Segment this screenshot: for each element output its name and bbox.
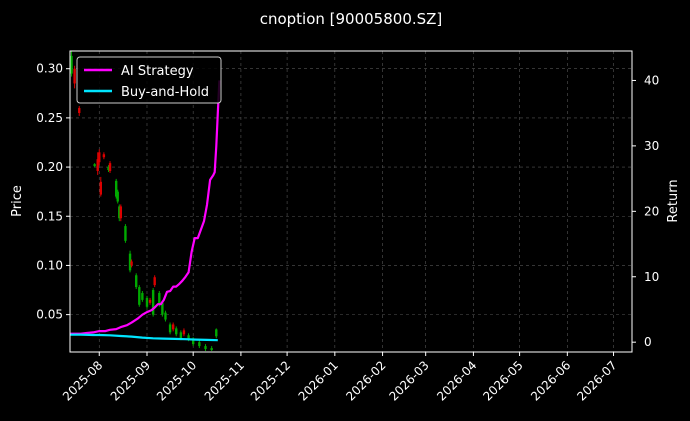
candle-body-1: [73, 68, 76, 84]
candle-body-28: [171, 324, 175, 330]
candle-body-36: [210, 348, 213, 351]
legend: AI Strategy Buy-and-Hold: [76, 56, 222, 104]
return-lines: [70, 80, 221, 342]
y-axis-label: Price: [10, 185, 25, 217]
candle-body-34: [198, 342, 201, 347]
candle-body-29: [175, 328, 178, 335]
plot-frame: [69, 50, 633, 353]
candle-body-7: [102, 154, 106, 158]
candle-body-18: [138, 287, 141, 305]
legend-box: [76, 56, 222, 104]
legend-label-ai-strategy: AI Strategy: [121, 64, 194, 79]
legend-label-buy-and-hold: Buy-and-Hold: [121, 85, 209, 100]
y2-tick-label-3: 30: [644, 139, 659, 153]
y-tick-label-1: 0.10: [36, 258, 63, 272]
candle-body-3: [93, 164, 96, 167]
series-line-ai-strategy: [70, 80, 221, 335]
candle-body-8: [107, 167, 110, 171]
y2-tick-label-0: 0: [644, 335, 652, 349]
chart-title: cnoption [90005800.SZ]: [260, 10, 443, 28]
candle-body-23: [153, 277, 156, 286]
series-line-buy-and-hold: [70, 333, 218, 342]
y2-tick-label-4: 40: [644, 73, 659, 87]
candle-body-10: [114, 180, 118, 197]
candle-body-19: [141, 292, 144, 300]
candle-body-32: [187, 335, 190, 340]
candle-body-2: [78, 108, 81, 113]
y-tick-label-5: 0.30: [36, 62, 63, 76]
candle-body-30: [179, 332, 183, 339]
candle-body-25: [161, 302, 164, 315]
candle-body-20: [145, 297, 149, 307]
left-axis: 0.05 0.10 0.15 0.20 0.25 0.30: [36, 62, 70, 322]
candle-body-14: [124, 226, 127, 241]
candle-body-33: [191, 339, 195, 345]
candle-body-24: [158, 292, 161, 305]
candle-body-26: [164, 312, 167, 320]
candle-body-11: [116, 191, 119, 202]
y-tick-label-0: 0.05: [36, 308, 63, 322]
candle-body-6: [99, 181, 102, 195]
y-tick-label-2: 0.15: [36, 209, 63, 223]
candle-body-13: [119, 206, 123, 219]
candlesticks: [70, 51, 218, 352]
y2-tick-label-1: 10: [644, 270, 659, 284]
candle-body-31: [182, 330, 186, 335]
candle-body-9: [108, 163, 112, 172]
y2-axis-label: Return: [666, 179, 681, 222]
y-tick-label-3: 0.20: [36, 160, 63, 174]
candle-body-22: [151, 290, 155, 315]
candle-body-15: [128, 253, 132, 271]
candle-body-4: [96, 159, 99, 172]
right-axis: 0 10 20 30 40: [632, 73, 659, 349]
candle-body-21: [148, 299, 152, 303]
candle-body-35: [204, 346, 207, 350]
candle-body-16: [130, 261, 133, 266]
candle-body-0: [70, 55, 73, 74]
y-tick-label-4: 0.25: [36, 111, 63, 125]
candle-body-17: [135, 275, 138, 288]
candle-body-5: [98, 152, 101, 163]
candle-body-27: [168, 324, 172, 333]
y2-tick-label-2: 20: [644, 204, 659, 218]
candle-body-12: [118, 206, 121, 219]
candle-body-37: [215, 329, 218, 337]
